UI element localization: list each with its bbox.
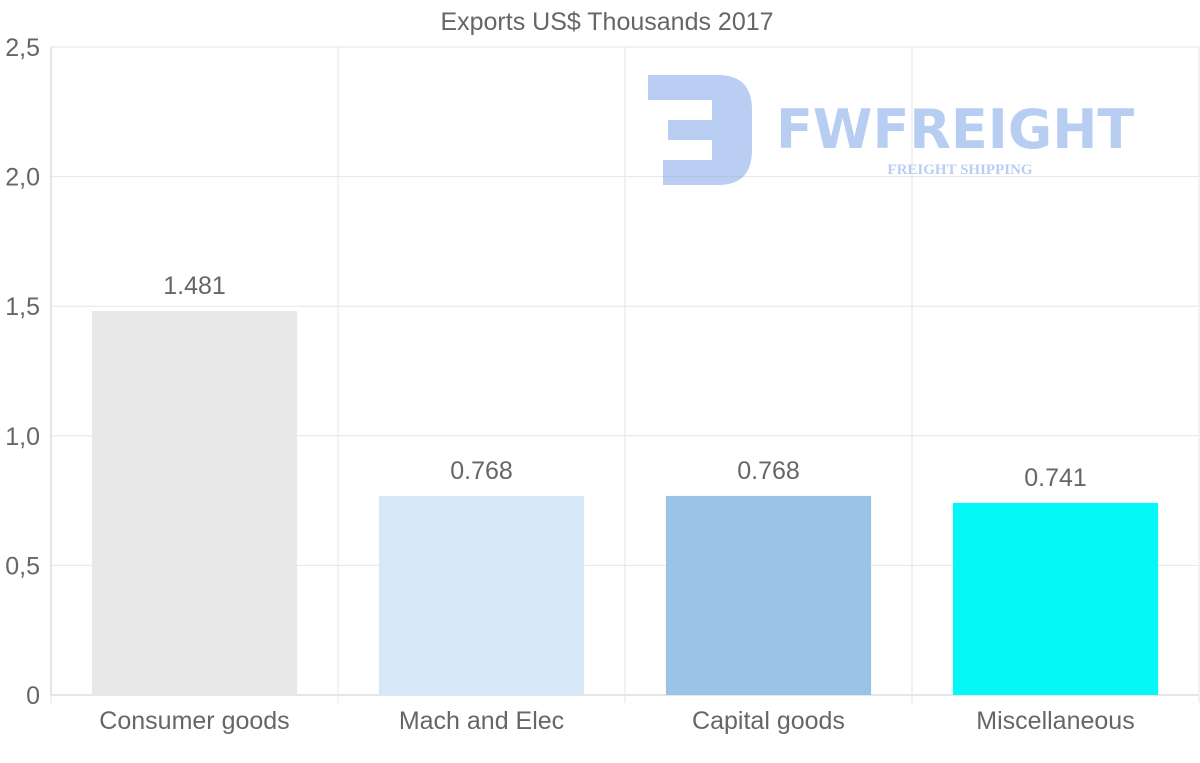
bar: [665, 495, 872, 695]
bar-value-label: 0.741: [1024, 464, 1087, 492]
y-tick-label: 1,5: [5, 293, 40, 321]
x-tick-label: Capital goods: [692, 707, 845, 735]
data-labels: 1.481 0.768 0.768 0.741: [163, 272, 1087, 492]
bar: [91, 311, 298, 695]
y-tick-label: 1,0: [5, 423, 40, 451]
watermark-tagline-text: FREIGHT SHIPPING: [887, 162, 1032, 178]
bars: [91, 311, 1159, 695]
x-tick-label: Miscellaneous: [976, 707, 1134, 735]
bar-value-label: 1.481: [163, 272, 226, 300]
bar: [378, 495, 585, 695]
chart-title: Exports US$ Thousands 2017: [440, 8, 773, 36]
x-tick-label: Consumer goods: [99, 707, 289, 735]
y-tick-label: 0: [26, 682, 40, 710]
bar: [952, 502, 1159, 695]
x-axis-labels: Consumer goods Mach and Elec Capital goods…: [99, 707, 1134, 735]
bar-value-label: 0.768: [737, 457, 800, 485]
watermark-brand-text: FWFREIGHT: [776, 98, 1134, 161]
y-tick-label: 2,5: [5, 34, 40, 62]
fwfreight-logo-mark-icon: [648, 75, 752, 185]
y-tick-label: 2,0: [5, 164, 40, 192]
bar-value-label: 0.768: [450, 457, 513, 485]
y-axis-labels: 0 0,5 1,0 1,5 2,0 2,5: [5, 34, 40, 710]
y-tick-label: 0,5: [5, 552, 40, 580]
fwfreight-watermark-logo: FWFREIGHT FREIGHT SHIPPING: [648, 75, 1134, 185]
x-tick-label: Mach and Elec: [399, 707, 564, 735]
